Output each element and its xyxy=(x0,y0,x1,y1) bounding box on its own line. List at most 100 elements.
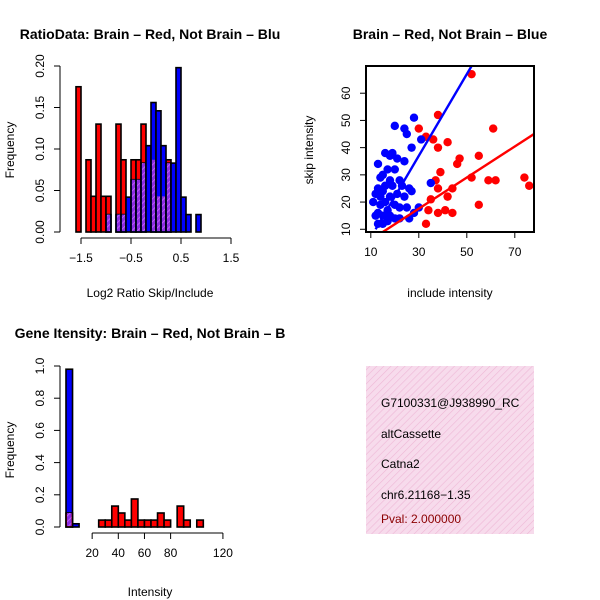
scatter-point-red xyxy=(525,181,534,190)
intensity-bar-red xyxy=(104,519,113,528)
intensity-y-tick-label: 0.4 xyxy=(33,454,47,471)
intensity-bar-red xyxy=(150,519,159,528)
scatter-point-red xyxy=(484,176,493,185)
scatter-plot-frame xyxy=(365,65,535,233)
scatter-point-red xyxy=(491,176,500,185)
intensity-overlap-bar xyxy=(67,512,72,526)
intensity-x-tick-label: 60 xyxy=(138,546,152,560)
scatter-point-blue xyxy=(369,197,378,207)
scatter-point-red xyxy=(433,208,443,218)
scatter-point-blue xyxy=(390,121,399,131)
ratio-y-tick-label: 0.20 xyxy=(33,54,47,78)
scatter-point-red xyxy=(448,208,457,218)
intensity-bar-red xyxy=(97,519,107,528)
ratio-y-tick-label: 0.10 xyxy=(33,137,47,161)
intensity-bar-red xyxy=(195,519,205,528)
info-panel: G7100331@J938990_RC altCassette Catna2 c… xyxy=(366,366,534,534)
ratio-histogram-ylabel: Frequency xyxy=(3,122,17,179)
scatter-point-red xyxy=(489,124,498,133)
info-panel-background xyxy=(366,366,534,534)
ratio-bar-blue xyxy=(195,213,202,233)
ratio-overlap-bar xyxy=(167,163,170,231)
intensity-histogram-title: Gene Itensity: Brain – Red, Not Brain – … xyxy=(15,325,286,341)
scatter-point-blue xyxy=(385,192,395,201)
scatter-point-red xyxy=(453,159,462,169)
intensity-histogram: Gene Itensity: Brain – Red, Not Brain – … xyxy=(3,325,285,599)
scatter-point-red xyxy=(443,192,452,201)
ratio-bar-red xyxy=(75,85,82,233)
scatter-point-red xyxy=(443,137,452,147)
ratio-bar-red xyxy=(95,123,102,233)
scatter-ylabel: skip intensity xyxy=(302,116,316,185)
intensity-y-tick-label: 0.2 xyxy=(33,486,47,503)
scatter-fit-line-blue xyxy=(374,66,473,230)
scatter-point-blue xyxy=(385,151,395,161)
scatter-point-red xyxy=(433,110,443,120)
scatter-point-red xyxy=(414,124,423,133)
intensity-x-tick-label: 20 xyxy=(85,546,99,560)
scatter-point-blue xyxy=(409,113,419,122)
scatter-point-blue xyxy=(402,129,411,139)
intensity-bar-red xyxy=(163,519,172,528)
ratio-overlap-bar xyxy=(122,214,125,231)
intensity-histogram-ylabel: Frequency xyxy=(3,422,17,479)
scatter-y-tick-label: 60 xyxy=(339,86,353,100)
scatter-point-blue xyxy=(383,165,392,174)
ratio-overlap-bar xyxy=(142,163,145,231)
intensity-y-tick-label: 0.0 xyxy=(33,518,47,535)
intensity-bar-red xyxy=(182,519,192,528)
event-type: altCassette xyxy=(381,427,441,441)
scatter-y-tick-label: 20 xyxy=(339,195,353,209)
scatter-point-blue xyxy=(390,165,399,174)
scatter-point-red xyxy=(520,173,529,182)
intensity-bar-blue xyxy=(65,368,74,528)
intensity-y-tick-label: 1.0 xyxy=(33,357,47,374)
scatter-point-blue xyxy=(376,200,385,209)
intensity-x-tick-label: 40 xyxy=(112,546,126,560)
intensity-bar-red xyxy=(130,498,139,528)
scatter-point-blue xyxy=(373,159,383,169)
scatter-point-blue xyxy=(388,181,397,190)
scatter-x-tick-label: 10 xyxy=(364,245,378,259)
scatter-point-blue xyxy=(400,192,409,201)
scatter-point-blue xyxy=(400,157,409,166)
scatter-point-red xyxy=(467,69,476,79)
scatter-point-red xyxy=(441,206,450,215)
intensity-bar-red xyxy=(124,519,133,528)
scatter-y-tick-label: 50 xyxy=(339,113,353,127)
ratio-x-tick-label: 0.5 xyxy=(173,251,190,265)
scatter-point-blue xyxy=(371,211,380,220)
intensity-histogram-xlabel: Intensity xyxy=(128,585,173,599)
intensity-bar-red xyxy=(110,505,120,528)
scatter-y-tick-label: 40 xyxy=(339,141,353,155)
scatter-point-blue xyxy=(407,143,416,152)
intensity-scatter: Brain – Red, Not Brain – Blue include in… xyxy=(302,26,547,300)
probe-id: G7100331@J938990_RC xyxy=(381,396,520,410)
scatter-point-red xyxy=(433,184,443,193)
intensity-y-tick-label: 0.6 xyxy=(33,422,47,439)
scatter-x-tick-label: 70 xyxy=(508,245,522,259)
scatter-point-blue xyxy=(395,203,404,212)
scatter-point-red xyxy=(474,151,483,161)
scatter-point-red xyxy=(429,135,438,144)
intensity-bar-red xyxy=(176,505,185,528)
ratio-bar-blue xyxy=(185,213,192,233)
scatter-point-blue xyxy=(417,135,426,144)
scatter-x-tick-label: 50 xyxy=(460,245,474,259)
ratio-y-tick-label: 0.00 xyxy=(33,220,47,244)
ratio-overlap-bar xyxy=(157,196,160,231)
scatter-point-red xyxy=(433,143,443,152)
intensity-y-tick-label: 0.8 xyxy=(33,390,47,407)
intensity-x-tick-label: 80 xyxy=(164,546,178,560)
ratio-histogram-title: RatioData: Brain – Red, Not Brain – Blu xyxy=(20,26,281,42)
scatter-point-red xyxy=(436,167,445,177)
intensity-bar-red xyxy=(137,519,146,528)
ratio-overlap-bar xyxy=(117,214,120,231)
ratio-y-tick-label: 0.05 xyxy=(33,178,47,202)
scatter-point-blue xyxy=(426,178,435,188)
scatter-point-blue xyxy=(376,192,385,201)
scatter-point-blue xyxy=(393,154,402,163)
scatter-fit-line-red xyxy=(382,133,534,232)
scatter-point-blue xyxy=(402,203,411,212)
ratio-overlap-bar xyxy=(107,214,110,231)
